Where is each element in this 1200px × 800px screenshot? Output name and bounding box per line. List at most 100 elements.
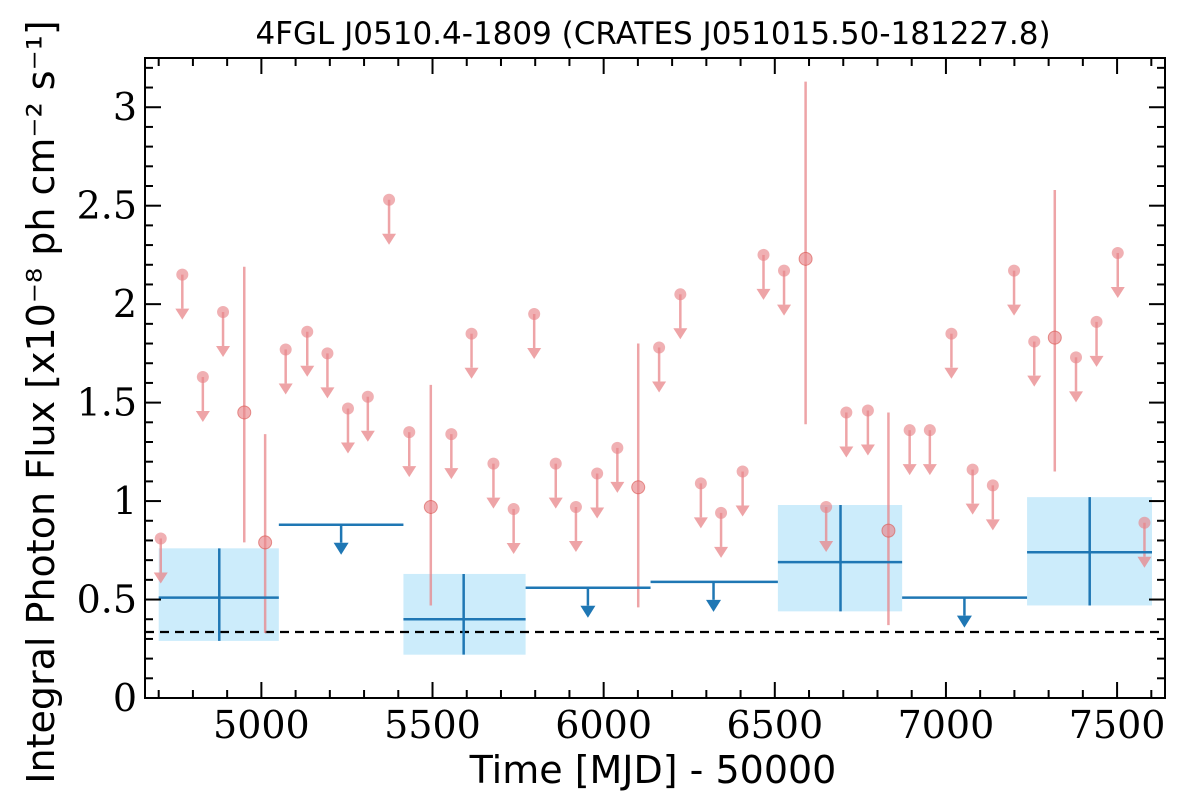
upper-limit-point	[715, 506, 728, 519]
upper-limit-point	[569, 500, 582, 513]
upper-limit-arrowhead	[714, 546, 729, 558]
y-axis-label: Integral Photon Flux [x10⁻⁸ ph cm⁻² s⁻¹]	[19, 20, 63, 783]
upper-limit-arrowhead	[673, 328, 688, 340]
upper-limit-arrowhead	[216, 346, 231, 358]
upper-limit-arrowhead	[320, 387, 335, 399]
plot-frame	[144, 57, 1166, 699]
upper-limit-arrowhead	[175, 308, 190, 320]
upper-limit-arrowhead	[922, 464, 937, 476]
upper-limit-point	[923, 424, 936, 437]
upper-limit-point	[154, 532, 167, 545]
x-tick-label: 7000	[898, 703, 995, 747]
upper-limit-arrowhead	[1137, 556, 1152, 568]
upper-limit-arrowhead	[902, 464, 917, 476]
chart-title: 4FGL J0510.4-1809 (CRATES J051015.50-181…	[255, 16, 1050, 52]
upper-limit-point	[778, 264, 791, 277]
short-bin-point	[237, 405, 252, 420]
axis-ticks: 5000 5500 6000 6500 7000 7500 0 0.5 1 1.5 2 2.5 3	[77, 57, 1166, 747]
y-tick-label: 3	[113, 85, 137, 129]
upper-limit-arrowhead	[944, 367, 959, 379]
y-tick-label: 2.5	[77, 184, 137, 228]
upper-limit-point	[528, 308, 541, 320]
upper-limit-point	[820, 500, 833, 513]
y-tick-label: 0.5	[77, 578, 137, 622]
upper-limit-point	[341, 402, 354, 415]
upper-limit-point	[757, 248, 770, 261]
upper-limit-point	[653, 341, 666, 354]
upper-limit-arrowhead	[486, 497, 501, 509]
plot-area	[145, 81, 1165, 655]
upper-limit-point	[196, 371, 209, 384]
upper-limit-arrowhead	[735, 505, 750, 517]
upper-limit-arrowhead	[402, 466, 417, 478]
y-tick-label: 0	[113, 676, 137, 720]
upper-limit-arrowhead	[300, 365, 315, 377]
upper-limit-point	[549, 457, 562, 470]
x-tick-label: 5500	[384, 703, 481, 747]
x-tick-label: 6500	[726, 703, 823, 747]
upper-limit-arrowhead	[1007, 304, 1022, 316]
short-bin-point	[798, 251, 813, 266]
short-bin-point	[631, 480, 646, 495]
upper-limit-point	[736, 465, 749, 478]
upper-limit-arrowhead	[985, 519, 1000, 531]
upper-limit-arrowhead	[568, 540, 583, 552]
y-tick-label: 1.5	[77, 381, 137, 425]
upper-limit-point	[611, 441, 624, 454]
x-axis-label: Time [MJD] - 50000	[469, 748, 837, 792]
short-bin-point	[258, 535, 273, 550]
upper-limit-arrowhead	[340, 442, 355, 454]
upper-limit-point	[279, 343, 292, 356]
upper-limit-point	[383, 193, 396, 206]
upper-limit-point	[591, 467, 604, 480]
upper-limit-arrowhead	[965, 503, 980, 515]
upper-limit-arrowhead	[1089, 355, 1104, 367]
upper-limit-point	[1111, 246, 1124, 259]
short-bin-point	[423, 499, 438, 514]
upper-limit-arrowhead	[777, 304, 792, 316]
upper-limit-point	[1070, 351, 1083, 364]
upper-limit-arrowhead	[506, 542, 521, 554]
upper-limit-arrowhead	[610, 481, 625, 493]
long-bin-upper-limit-arrowhead	[580, 605, 596, 618]
upper-limit-arrowhead	[590, 507, 605, 519]
upper-limit-arrowhead	[382, 233, 397, 245]
upper-limit-arrowhead	[652, 381, 667, 393]
upper-limit-arrowhead	[464, 367, 479, 379]
y-tick-label: 2	[113, 282, 137, 326]
upper-limit-point	[945, 327, 958, 340]
upper-limit-point	[403, 426, 416, 439]
upper-limit-point	[217, 306, 230, 319]
upper-limit-arrowhead	[819, 540, 834, 552]
upper-limit-point	[445, 428, 458, 441]
upper-limit-point	[507, 502, 520, 515]
short-bin-point	[881, 523, 896, 538]
short-bin-point	[1047, 330, 1062, 345]
upper-limit-arrowhead	[839, 446, 854, 458]
upper-limit-point	[487, 457, 500, 470]
x-tick-label: 6000	[555, 703, 652, 747]
upper-limit-arrowhead	[756, 288, 771, 300]
upper-limit-arrowhead	[548, 497, 563, 509]
upper-limit-point	[176, 268, 189, 281]
upper-limit-point	[1028, 335, 1041, 348]
upper-limit-point	[840, 406, 853, 419]
upper-limit-arrowhead	[693, 517, 708, 529]
upper-limit-arrowhead	[195, 411, 210, 423]
upper-limit-point	[986, 479, 999, 492]
upper-limit-point	[1090, 315, 1103, 328]
y-tick-label: 1	[113, 479, 137, 523]
long-bin-upper-limit-arrowhead	[956, 615, 972, 628]
long-bin-upper-limit-arrowhead	[333, 542, 349, 555]
upper-limit-point	[674, 288, 687, 301]
upper-limit-arrowhead	[1110, 286, 1125, 298]
x-tick-label: 5000	[213, 703, 310, 747]
upper-limit-arrowhead	[278, 383, 293, 395]
upper-limit-point	[361, 390, 374, 403]
upper-limit-point	[861, 404, 874, 417]
upper-limit-arrowhead	[1027, 375, 1042, 387]
upper-limit-arrowhead	[1069, 391, 1084, 403]
upper-limit-point	[966, 463, 979, 476]
upper-limit-arrowhead	[360, 430, 375, 442]
